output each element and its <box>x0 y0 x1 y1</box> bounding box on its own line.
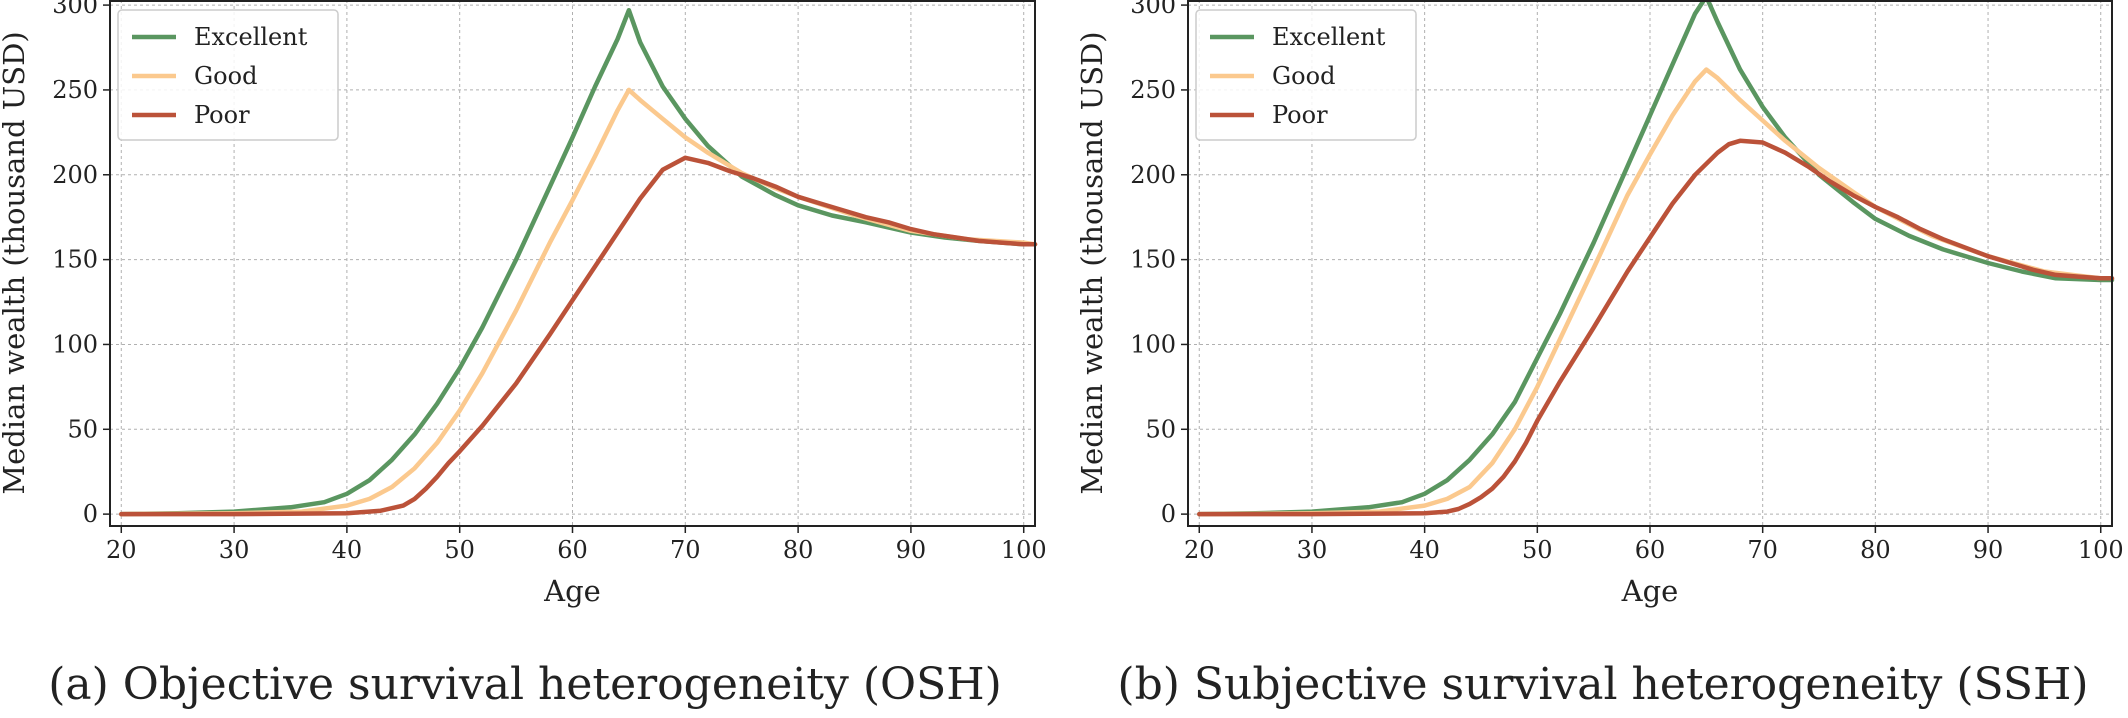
x-tick-label: 40 <box>1409 536 1440 564</box>
y-tick-label: 150 <box>52 246 98 274</box>
y-tick-label: 150 <box>1130 246 1176 274</box>
x-tick-label: 70 <box>1747 536 1778 564</box>
legend-label-good: Good <box>194 62 257 90</box>
x-tick-label: 30 <box>219 536 250 564</box>
x-tick-label: 100 <box>1001 536 1047 564</box>
legend-label-good: Good <box>1272 62 1335 90</box>
y-tick-label: 100 <box>1130 330 1176 358</box>
legend-label-excellent: Excellent <box>1272 23 1386 51</box>
series-line-poor <box>119 155 1038 517</box>
legend-box <box>1195 9 1417 141</box>
series-line-poor <box>1197 138 2115 517</box>
x-tick-label: 50 <box>1522 536 1553 564</box>
legend-label-excellent: Excellent <box>194 23 308 51</box>
x-tick-label: 80 <box>783 536 814 564</box>
x-tick-label: 90 <box>896 536 927 564</box>
legend: Excellent Good Poor <box>1195 9 1417 141</box>
y-tick-label: 50 <box>67 415 98 443</box>
legend: Excellent Good Poor <box>117 9 339 141</box>
x-axis-label: Age <box>1621 574 1679 608</box>
series-line-good <box>119 87 1038 517</box>
panel-caption: (b) Subjective survival heterogeneity (S… <box>1117 659 2088 710</box>
x-tick-label: 50 <box>444 536 475 564</box>
series-line-excellent <box>1197 0 2115 517</box>
legend-label-poor: Poor <box>194 101 250 129</box>
chart-panel-2: 20 30 40 50 60 70 80 90 100 0 50 100 150 200 250 300 Age… <box>1075 0 2124 710</box>
y-tick-label: 300 <box>52 0 98 19</box>
x-tick-label: 30 <box>1297 536 1328 564</box>
x-tick-label: 70 <box>670 536 701 564</box>
x-tick-label: 60 <box>557 536 588 564</box>
x-tick-label: 90 <box>1973 536 2004 564</box>
y-tick-label: 50 <box>1145 415 1176 443</box>
y-tick-label: 0 <box>1161 500 1176 528</box>
y-tick-label: 250 <box>52 76 98 104</box>
x-tick-label: 20 <box>1184 536 1215 564</box>
y-axis-label: Median wealth (thousand USD) <box>0 31 31 494</box>
y-tick-label: 200 <box>52 161 98 189</box>
series-line-excellent <box>119 7 1038 517</box>
y-tick-label: 300 <box>1130 0 1176 19</box>
chart-panel-1: 20 30 40 50 60 70 80 90 100 0 50 100 150 200 250 300 Age… <box>0 0 1047 710</box>
y-tick-label: 200 <box>1130 161 1176 189</box>
y-axis-label: Median wealth (thousand USD) <box>1075 31 1109 494</box>
x-tick-label: 40 <box>332 536 363 564</box>
legend-box <box>117 9 339 141</box>
x-tick-label: 20 <box>106 536 137 564</box>
x-axis-label: Age <box>543 574 601 608</box>
panel-caption: (a) Objective survival heterogeneity (OS… <box>48 659 1002 710</box>
x-tick-label: 80 <box>1860 536 1891 564</box>
y-tick-label: 0 <box>83 500 98 528</box>
y-tick-label: 100 <box>52 330 98 358</box>
legend-label-poor: Poor <box>1272 101 1328 129</box>
y-tick-label: 250 <box>1130 76 1176 104</box>
x-tick-label: 100 <box>2078 536 2124 564</box>
x-tick-label: 60 <box>1635 536 1666 564</box>
